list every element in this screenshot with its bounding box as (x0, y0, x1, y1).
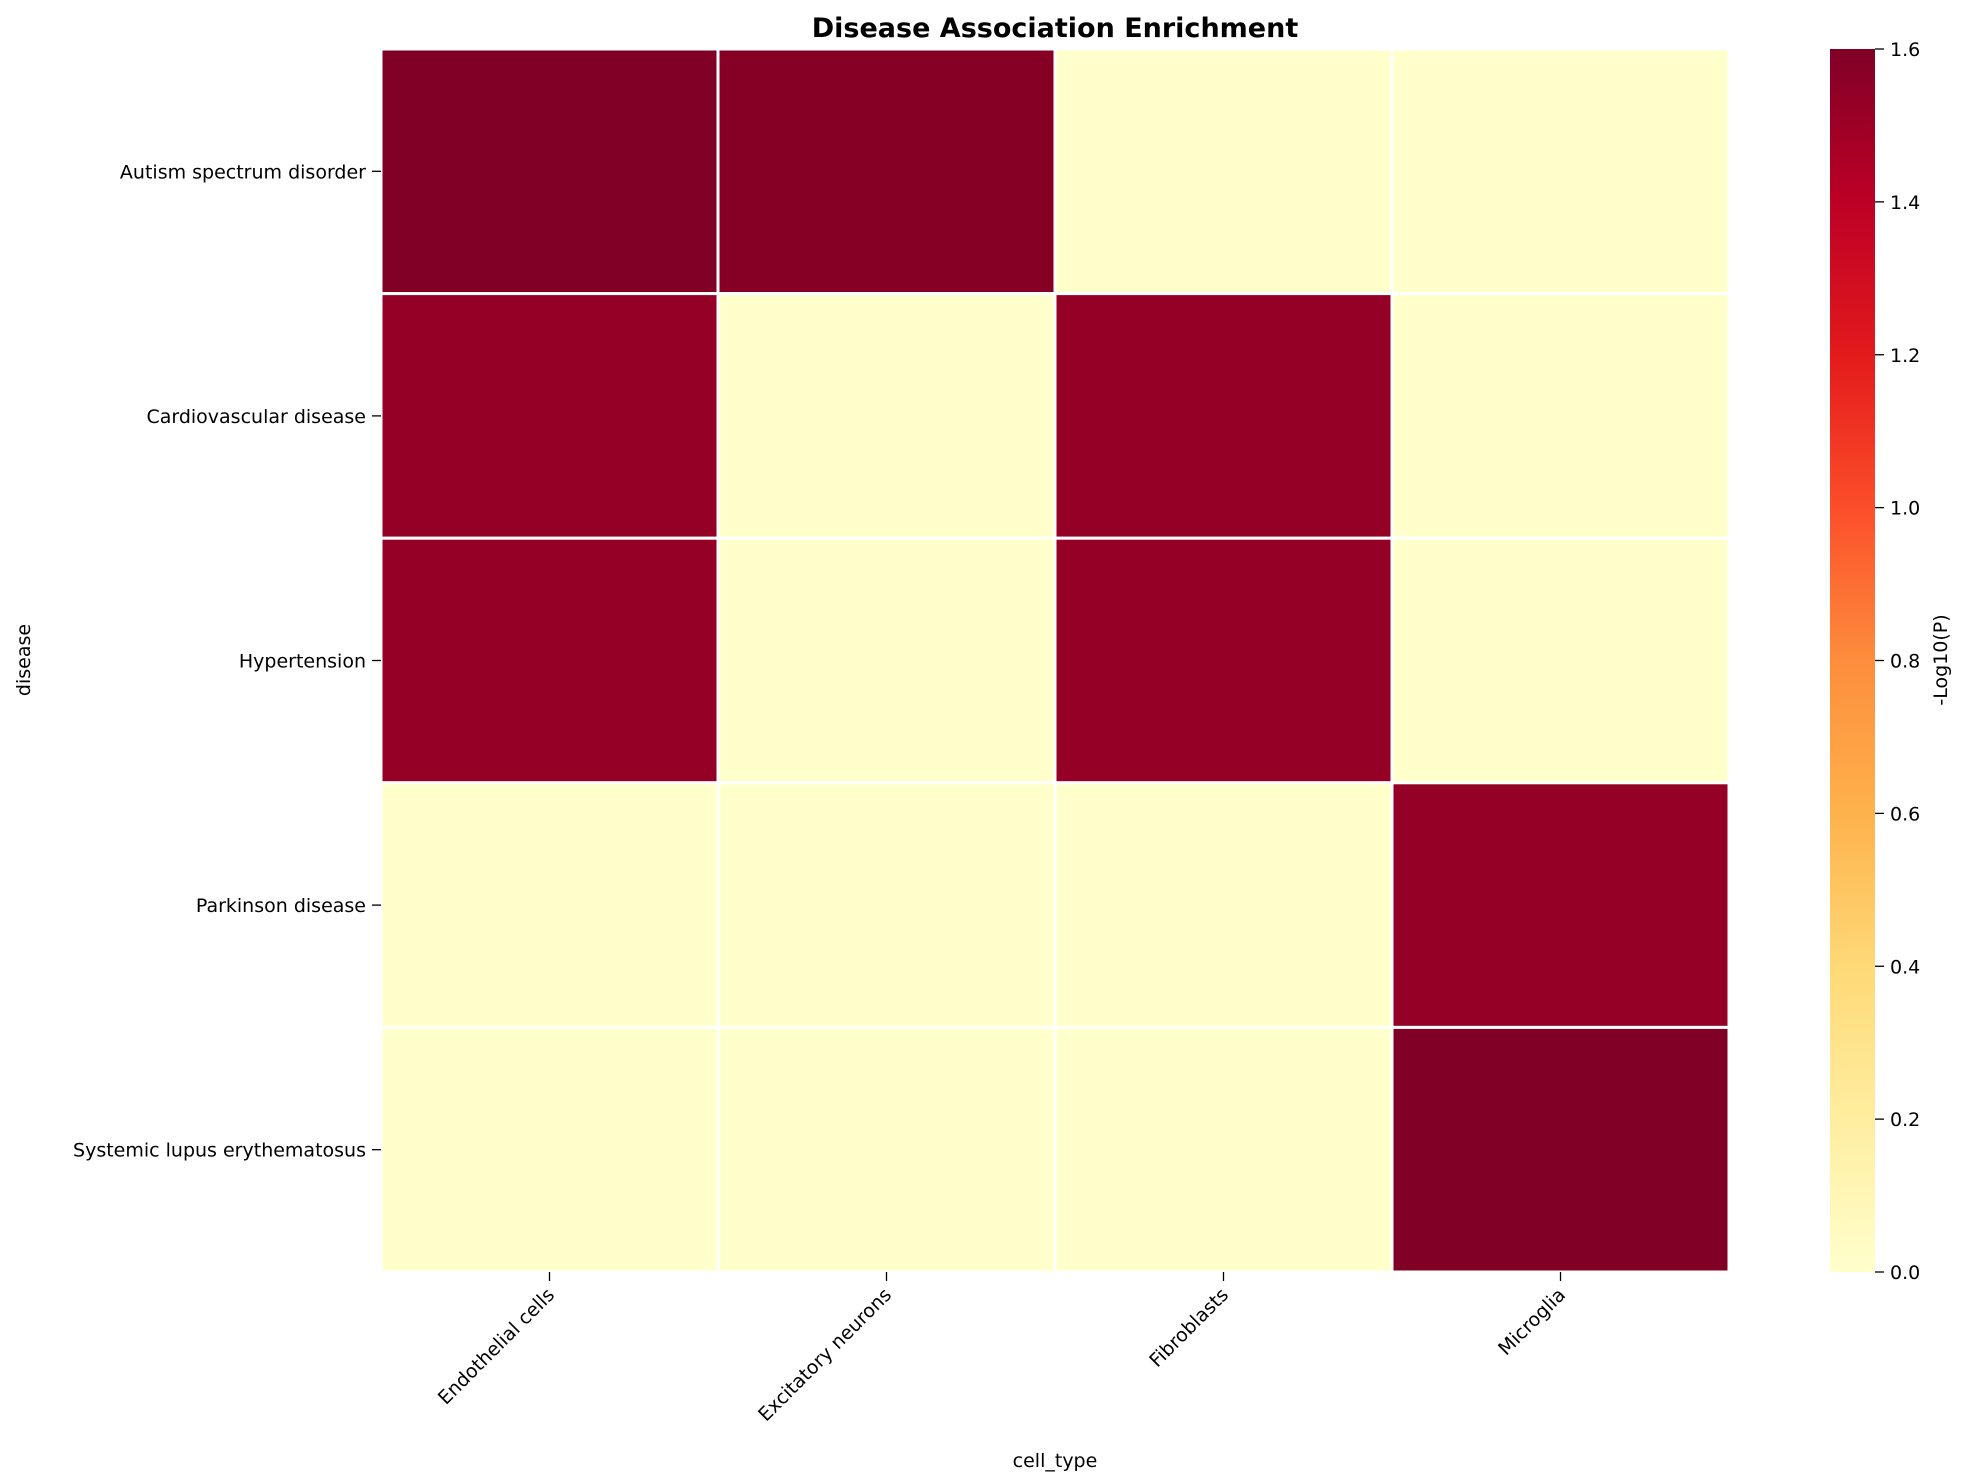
heatmap-cell (716, 781, 1057, 1029)
heatmap-cell (716, 1025, 1057, 1274)
y-tick-label: Cardiovascular disease (146, 406, 366, 428)
heatmap-cell (716, 292, 1057, 540)
heatmap-cell (379, 781, 720, 1029)
heatmap-cell (1390, 1025, 1731, 1274)
colorbar-ticks: 0.0 0.2 0.4 0.6 0.8 1.0 1.2 1.4 1.6 (1875, 39, 1920, 1284)
x-axis-label: cell_type (1013, 1450, 1098, 1472)
heatmap-cell (1390, 47, 1731, 296)
y-tick-label: Autism spectrum disorder (120, 161, 366, 183)
y-tick-label: Hypertension (239, 651, 366, 673)
colorbar-tick-label: 0.6 (1890, 803, 1920, 825)
colorbar-tick-label: 1.2 (1890, 345, 1920, 367)
colorbar-tick-label: 1.0 (1890, 498, 1920, 520)
colorbar-label: -Log10(P) (1930, 614, 1952, 705)
colorbar-tick-label: 0.8 (1890, 651, 1920, 673)
heatmap-cell (379, 292, 720, 540)
chart-title: Disease Association Enrichment (812, 13, 1299, 44)
x-tick-label: Microglia (1494, 1284, 1570, 1360)
heatmap-cell (1390, 781, 1731, 1029)
colorbar-tick-label: 1.4 (1890, 192, 1920, 214)
heatmap-cell (1053, 292, 1394, 540)
heatmap-cell (1390, 536, 1731, 785)
x-tick-label: Excitatory neurons (754, 1284, 896, 1426)
y-axis-label: disease (13, 624, 35, 696)
heatmap-cell (716, 47, 1057, 296)
colorbar (1830, 49, 1875, 1272)
x-tick-label: Endothelial cells (434, 1284, 559, 1409)
heatmap-cell (1390, 292, 1731, 540)
colorbar-tick-label: 0.0 (1890, 1262, 1920, 1284)
heatmap-cell (1053, 1025, 1394, 1274)
heatmap-cell (1053, 781, 1394, 1029)
heatmap-cell (1053, 47, 1394, 296)
y-tick-label: Parkinson disease (196, 895, 366, 917)
y-axis: Autism spectrum disorder Cardiovascular d… (73, 161, 381, 1162)
colorbar-tick-label: 0.4 (1890, 956, 1920, 978)
heatmap-cell (1053, 536, 1394, 785)
heatmap-cell (716, 536, 1057, 785)
heatmap-cell (379, 1025, 720, 1274)
heatmap-cell (379, 47, 720, 296)
x-tick-label: Fibroblasts (1145, 1284, 1233, 1372)
x-axis: Endothelial cells Excitatory neurons Fibro… (434, 1272, 1570, 1426)
heatmap-cells (379, 47, 1731, 1274)
y-tick-label: Systemic lupus erythematosus (73, 1140, 366, 1162)
colorbar-tick-label: 1.6 (1890, 39, 1920, 61)
colorbar-tick-label: 0.2 (1890, 1109, 1920, 1131)
heatmap-cell (379, 536, 720, 785)
